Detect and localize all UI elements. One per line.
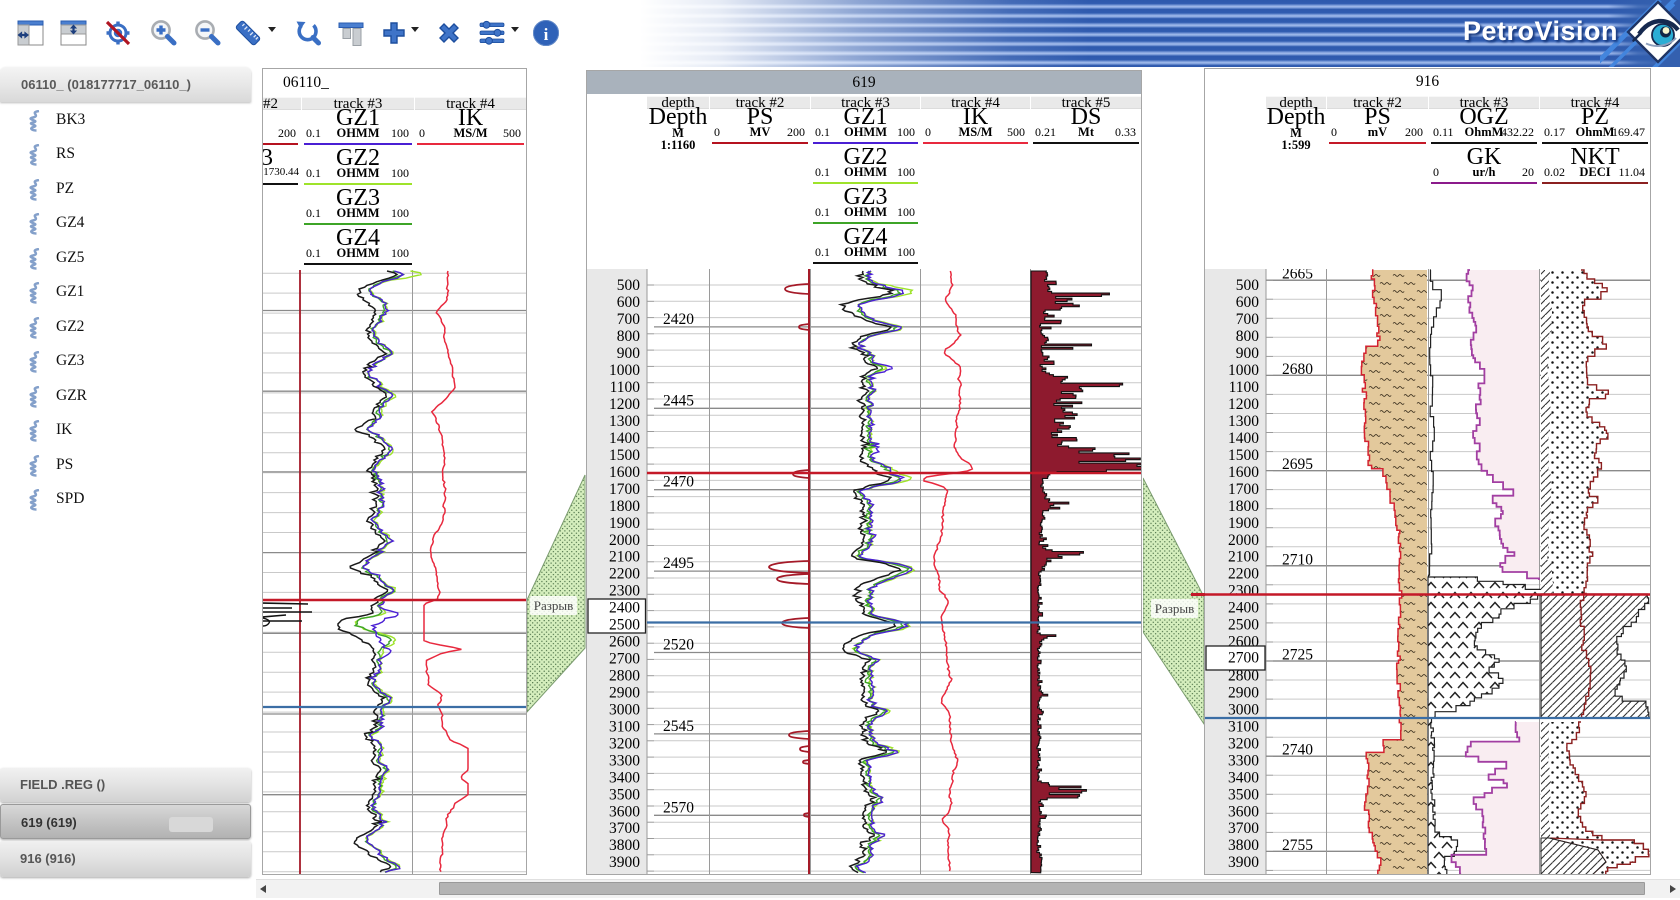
svg-text:1300: 1300 [1228,413,1259,430]
svg-text:900: 900 [1236,345,1260,362]
svg-text:3900: 3900 [1228,854,1259,871]
svg-text:3600: 3600 [1228,803,1259,820]
svg-text:2600: 2600 [609,634,640,651]
svg-text:500: 500 [1236,277,1260,294]
svg-text:2700: 2700 [1228,650,1259,667]
svg-text:500: 500 [617,277,641,294]
svg-text:3800: 3800 [1228,837,1259,854]
svg-text:2445: 2445 [663,392,694,409]
svg-text:2700: 2700 [609,651,640,668]
svg-text:3400: 3400 [609,769,640,786]
svg-text:2900: 2900 [609,685,640,702]
svg-text:2725: 2725 [1282,647,1313,664]
svg-text:800: 800 [617,328,641,345]
svg-text:2200: 2200 [1228,566,1259,583]
svg-text:2545: 2545 [663,718,694,735]
svg-text:2100: 2100 [1228,549,1259,566]
svg-text:2420: 2420 [663,311,694,328]
svg-text:2800: 2800 [1228,668,1259,685]
svg-text:3500: 3500 [609,786,640,803]
svg-text:2300: 2300 [609,583,640,600]
svg-text:2000: 2000 [1228,532,1259,549]
svg-text:1000: 1000 [1228,362,1259,379]
svg-text:3900: 3900 [609,854,640,871]
svg-text:700: 700 [1236,311,1260,328]
svg-text:2710: 2710 [1282,551,1313,568]
svg-text:3600: 3600 [609,803,640,820]
svg-text:3400: 3400 [1228,769,1259,786]
svg-text:800: 800 [1236,328,1260,345]
svg-text:1500: 1500 [609,447,640,464]
svg-text:3100: 3100 [609,718,640,735]
svg-text:1700: 1700 [609,481,640,498]
svg-text:2740: 2740 [1282,742,1313,759]
svg-text:600: 600 [1236,294,1260,311]
svg-text:3300: 3300 [1228,752,1259,769]
svg-text:3200: 3200 [1228,735,1259,752]
svg-text:1800: 1800 [609,498,640,515]
svg-text:3700: 3700 [609,820,640,837]
svg-text:2755: 2755 [1282,837,1313,854]
svg-text:1900: 1900 [609,515,640,532]
svg-text:2300: 2300 [1228,583,1259,600]
svg-text:2400: 2400 [1228,600,1259,617]
svg-text:2495: 2495 [663,555,694,572]
svg-text:2665: 2665 [1282,269,1313,283]
svg-text:2680: 2680 [1282,361,1313,378]
svg-text:1800: 1800 [1228,498,1259,515]
svg-text:3200: 3200 [609,735,640,752]
svg-text:3300: 3300 [609,752,640,769]
svg-text:700: 700 [617,311,641,328]
svg-text:2470: 2470 [663,474,694,491]
svg-text:2200: 2200 [609,566,640,583]
svg-text:3500: 3500 [1228,786,1259,803]
svg-text:1600: 1600 [1228,464,1259,481]
svg-text:3100: 3100 [1228,718,1259,735]
svg-text:2520: 2520 [663,637,694,654]
svg-text:1200: 1200 [1228,396,1259,413]
svg-text:2800: 2800 [609,668,640,685]
svg-text:3700: 3700 [1228,820,1259,837]
svg-text:1400: 1400 [1228,430,1259,447]
svg-text:1400: 1400 [609,430,640,447]
svg-text:i: i [544,25,549,44]
svg-text:1900: 1900 [1228,515,1259,532]
svg-text:1000: 1000 [609,362,640,379]
svg-text:1100: 1100 [610,379,641,396]
svg-text:3000: 3000 [1228,702,1259,719]
svg-text:1300: 1300 [609,413,640,430]
svg-text:2100: 2100 [609,549,640,566]
svg-text:1200: 1200 [609,396,640,413]
svg-text:3800: 3800 [609,837,640,854]
svg-text:1500: 1500 [1228,447,1259,464]
svg-text:2695: 2695 [1282,456,1313,473]
svg-text:2500: 2500 [1228,617,1259,634]
svg-text:2570: 2570 [663,799,694,816]
svg-text:2400: 2400 [609,600,640,617]
svg-text:1700: 1700 [1228,481,1259,498]
svg-text:2500: 2500 [609,617,640,634]
svg-text:1600: 1600 [609,464,640,481]
svg-text:900: 900 [617,345,641,362]
svg-text:2000: 2000 [609,532,640,549]
svg-text:2900: 2900 [1228,685,1259,702]
svg-text:1100: 1100 [1229,379,1260,396]
svg-text:3000: 3000 [609,702,640,719]
svg-text:600: 600 [617,294,641,311]
